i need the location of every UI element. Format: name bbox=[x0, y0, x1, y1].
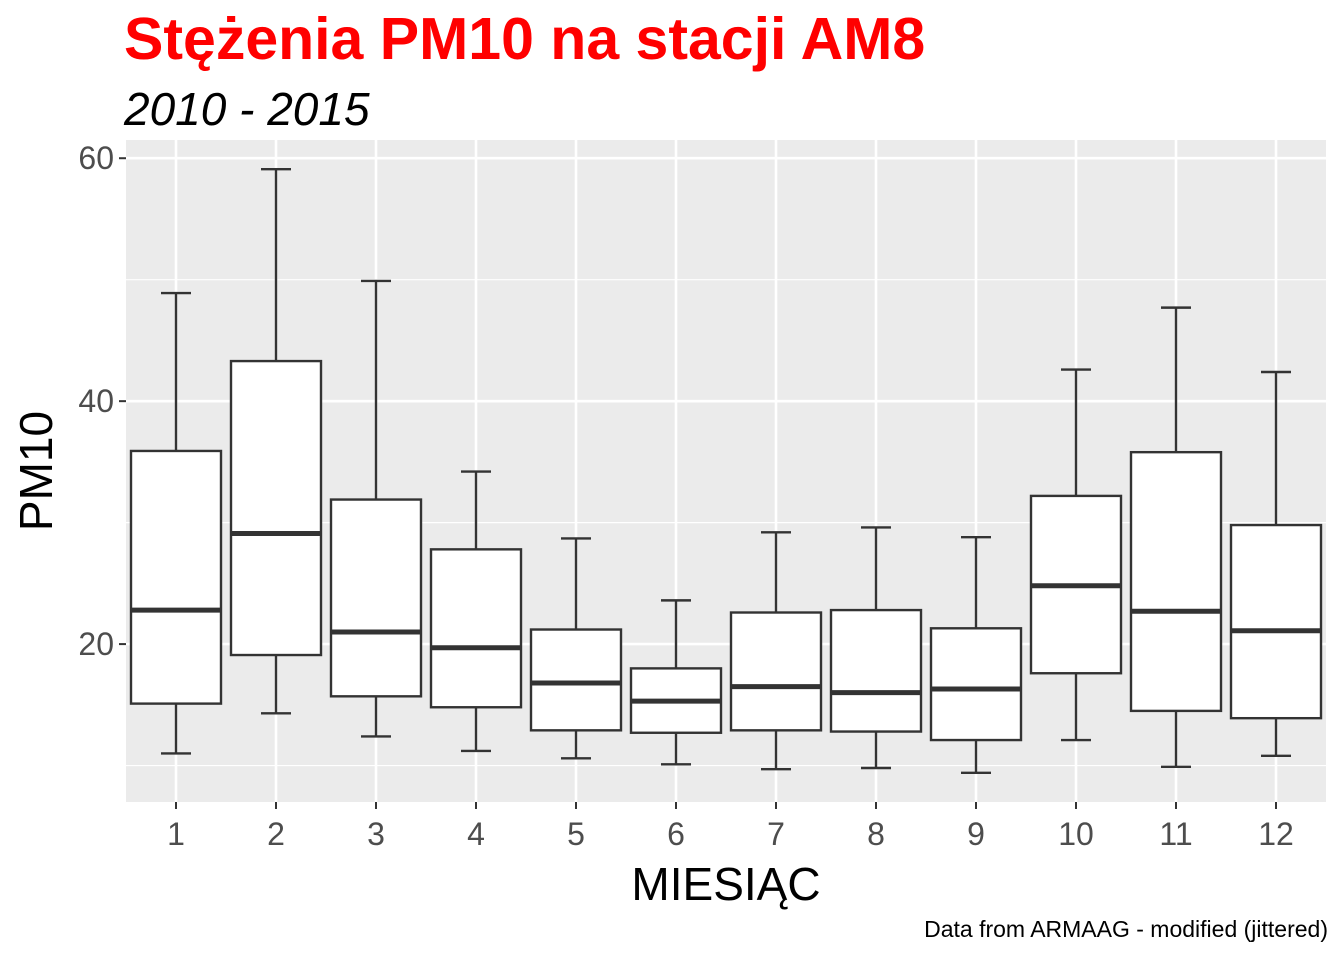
y-tick-label: 20 bbox=[78, 626, 114, 662]
iqr-box bbox=[829, 608, 923, 733]
x-tick-label: 9 bbox=[967, 816, 985, 852]
box-month-6 bbox=[629, 599, 723, 766]
iqr-box bbox=[229, 359, 323, 657]
box-month-8 bbox=[829, 526, 923, 770]
x-tick-label: 10 bbox=[1058, 816, 1094, 852]
x-tick-label: 6 bbox=[667, 816, 685, 852]
iqr-box bbox=[729, 611, 823, 732]
y-tick-label: 60 bbox=[78, 140, 114, 176]
box-month-2 bbox=[229, 167, 323, 715]
x-tick-label: 1 bbox=[167, 816, 185, 852]
box-month-11 bbox=[1129, 306, 1223, 768]
box-month-10 bbox=[1029, 368, 1123, 742]
box-month-4 bbox=[429, 470, 523, 753]
y-axis-title: PM10 bbox=[10, 411, 62, 531]
iqr-box bbox=[129, 449, 223, 705]
chart-subtitle: 2010 - 2015 bbox=[124, 83, 370, 135]
box-month-9 bbox=[929, 536, 1023, 775]
iqr-box bbox=[929, 627, 1023, 742]
iqr-box bbox=[529, 628, 623, 732]
chart-title: Stężenia PM10 na stacji AM8 bbox=[124, 6, 926, 72]
y-tick-label: 40 bbox=[78, 383, 114, 419]
boxes bbox=[129, 167, 1323, 775]
iqr-box bbox=[329, 498, 423, 698]
box-month-12 bbox=[1229, 370, 1323, 758]
chart-caption: Data from ARMAAG - modified (jittered) bbox=[924, 916, 1328, 942]
plot-panel bbox=[126, 140, 1326, 802]
x-tick-label: 8 bbox=[867, 816, 885, 852]
x-tick-label: 12 bbox=[1258, 816, 1294, 852]
iqr-box bbox=[1229, 523, 1323, 720]
iqr-box bbox=[429, 548, 523, 709]
box-month-7 bbox=[729, 531, 823, 771]
x-axis-title: MIESIĄC bbox=[631, 858, 820, 910]
box-month-1 bbox=[129, 291, 223, 755]
x-tick-label: 3 bbox=[367, 816, 385, 852]
x-tick-label: 4 bbox=[467, 816, 485, 852]
x-tick-label: 2 bbox=[267, 816, 285, 852]
iqr-box bbox=[1129, 450, 1223, 713]
x-tick-label: 5 bbox=[567, 816, 585, 852]
x-tick-label: 11 bbox=[1159, 816, 1192, 852]
box-month-5 bbox=[529, 537, 623, 760]
box-month-3 bbox=[329, 279, 423, 738]
x-tick-label: 7 bbox=[767, 816, 785, 852]
